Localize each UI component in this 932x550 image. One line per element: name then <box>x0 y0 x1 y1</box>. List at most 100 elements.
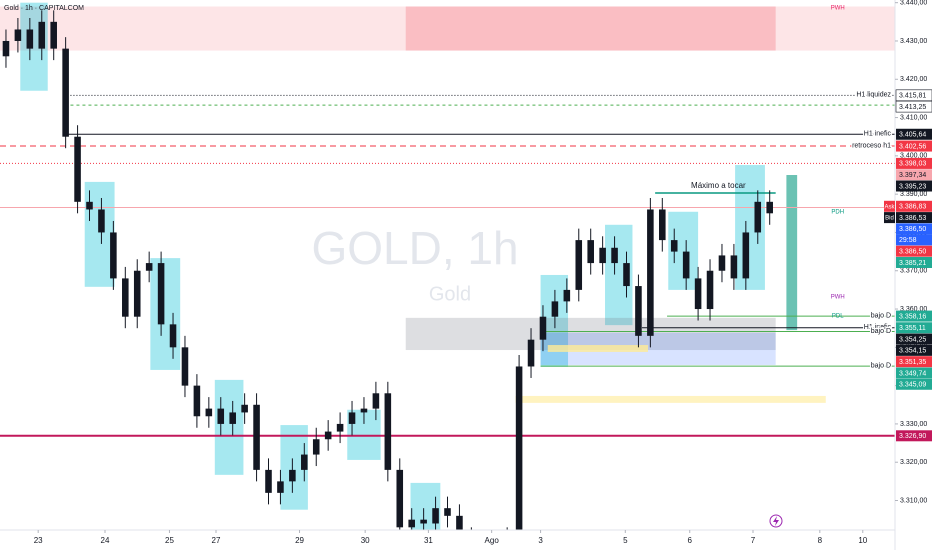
level-tag: bajo D <box>871 362 891 369</box>
zone <box>786 175 798 331</box>
candle-body <box>432 508 439 524</box>
level-tag: bajo D <box>871 312 891 319</box>
y-tick-label: 3.330,00 <box>900 421 927 428</box>
candle-body <box>181 347 189 386</box>
candle-body <box>324 431 332 440</box>
countdown: 29:58 <box>899 237 917 244</box>
price-label: 3.397,34 <box>899 172 926 179</box>
candle-body <box>74 136 81 202</box>
zone <box>515 395 826 403</box>
candle-body <box>217 408 225 424</box>
price-label-bg <box>895 89 932 102</box>
watermark: GOLD, 1h <box>311 222 518 274</box>
candle-body <box>587 240 594 264</box>
annotation: PDH <box>831 209 844 215</box>
candle-body <box>694 278 702 310</box>
price-label-bg <box>895 100 932 113</box>
level-tag: H1 inefic <box>864 131 892 138</box>
x-tick-label: 30 <box>361 536 370 545</box>
y-tick-label: 3.370,00 <box>900 268 927 275</box>
candle-body <box>348 412 356 424</box>
candle-body <box>241 404 248 413</box>
price-label: 3.358,16 <box>899 313 926 320</box>
price-label-bg <box>896 200 932 212</box>
price-label-bg <box>896 367 932 379</box>
price-label: 3.398,03 <box>899 161 926 168</box>
y-tick-label: 3.430,00 <box>900 38 927 45</box>
candle-body <box>372 393 380 409</box>
price-label: 3.386,50 <box>899 249 926 256</box>
candle-body <box>635 286 642 336</box>
x-tick-label: 23 <box>34 536 43 545</box>
candle-body <box>551 301 559 317</box>
x-tick-label: 10 <box>858 536 867 545</box>
y-tick-label: 3.440,00 <box>900 0 927 7</box>
candle-body <box>62 48 69 137</box>
candle-body <box>396 469 404 528</box>
price-label-bg <box>896 322 932 334</box>
level-tag: bajo D <box>871 328 891 335</box>
y-tick-label: 3.400,00 <box>900 153 927 160</box>
candle-body <box>670 240 678 252</box>
zone <box>405 6 776 51</box>
price-label: 3.413,25 <box>899 104 926 111</box>
candle-body <box>623 263 630 287</box>
price-label-bg <box>896 140 932 152</box>
price-label: 3.326,90 <box>899 433 926 440</box>
price-label: 3.354,15 <box>899 348 926 355</box>
price-label: 3.386,83 <box>899 204 926 211</box>
y-tick-label: 3.360,00 <box>900 306 927 313</box>
candle-body <box>193 385 201 417</box>
price-label: 3.351,35 <box>899 359 926 366</box>
candle-body <box>599 247 606 264</box>
candle-body <box>563 289 571 302</box>
candle-body <box>86 201 93 210</box>
price-label-bg <box>896 310 932 322</box>
candle-body <box>659 209 666 241</box>
candle-body <box>50 21 57 49</box>
candle-body <box>420 519 427 524</box>
price-label-bg <box>896 212 932 224</box>
candle-body <box>539 316 547 340</box>
candle-body <box>289 469 296 482</box>
zone <box>405 317 776 351</box>
candle-body <box>133 270 141 317</box>
candle-body <box>444 508 451 516</box>
annotation: PDL <box>832 314 844 320</box>
candle-body <box>277 481 284 493</box>
symbol-title: Gold · 1h · CAPITALCOM <box>4 5 84 12</box>
alert-icon[interactable] <box>769 514 783 528</box>
price-box-label: Bid <box>885 216 894 222</box>
price-label-bg <box>896 180 932 192</box>
candle-body <box>301 454 308 470</box>
x-tick-label: 31 <box>424 536 433 545</box>
zone <box>214 379 244 475</box>
annotation: PWH <box>831 294 845 300</box>
candle-body <box>754 201 762 233</box>
candle-body <box>253 404 260 470</box>
price-box <box>884 200 895 212</box>
price-label-bg <box>896 169 932 181</box>
candle-body <box>265 469 272 493</box>
x-tick-label: Ago <box>485 536 500 545</box>
price-label-bg <box>896 333 932 345</box>
price-label-bg <box>896 256 932 268</box>
y-tick-label: 3.420,00 <box>900 76 927 83</box>
price-label: 3.354,25 <box>899 336 926 343</box>
candle-body <box>575 240 583 290</box>
candle-body <box>169 324 177 348</box>
candle-body <box>742 232 750 279</box>
price-label-bg <box>896 223 932 235</box>
y-tick-label: 3.320,00 <box>900 459 927 466</box>
candle-body <box>14 29 22 41</box>
price-label-bg <box>896 245 932 257</box>
x-tick-label: 27 <box>212 536 221 545</box>
price-label: 3.355,11 <box>899 325 926 332</box>
x-tick-label: 7 <box>751 536 756 545</box>
price-label: 3.405,64 <box>899 132 926 139</box>
x-tick-label: 5 <box>623 536 628 545</box>
x-tick-label: 8 <box>818 536 823 545</box>
candle-body <box>122 278 129 317</box>
